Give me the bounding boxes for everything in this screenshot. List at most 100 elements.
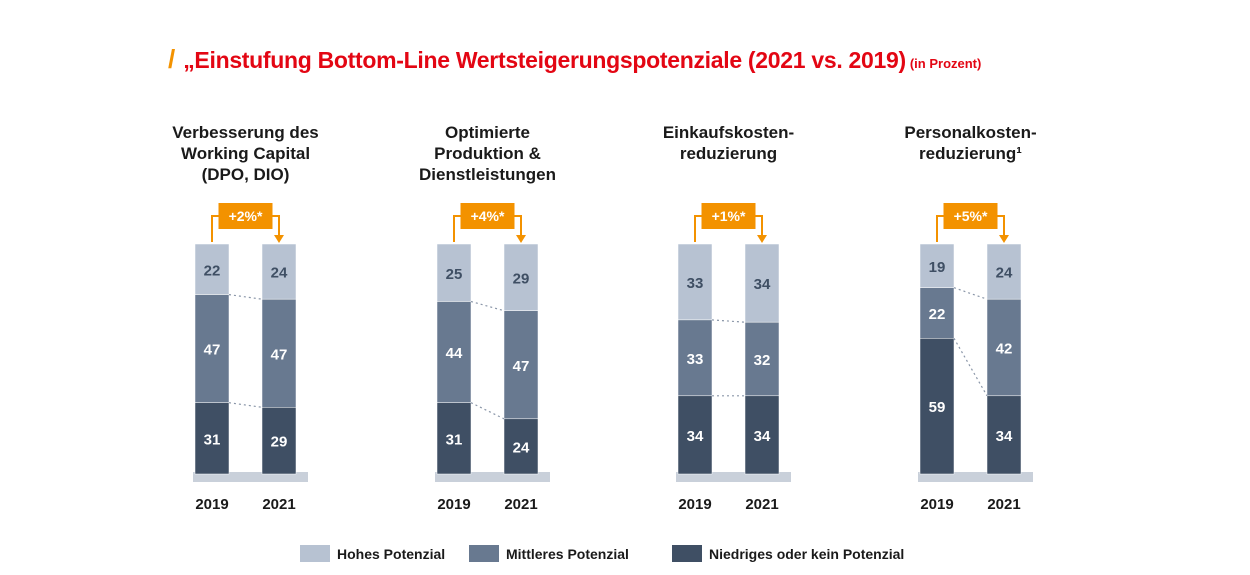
segment-low	[986, 395, 1022, 475]
data-label: 31	[446, 431, 463, 448]
data-label: 47	[271, 346, 288, 363]
segment-low	[503, 418, 539, 475]
change-label: +1%*	[712, 208, 746, 224]
category-label: 2019	[195, 496, 228, 513]
legend-swatch	[469, 545, 499, 562]
segment-medium	[503, 310, 539, 420]
segment-medium	[919, 287, 955, 339]
change-bracket-right	[272, 215, 280, 236]
data-label: 34	[687, 428, 704, 445]
segment-high	[261, 243, 297, 300]
data-label: 47	[513, 358, 530, 375]
legend-swatch	[672, 545, 702, 562]
connector-line	[470, 402, 505, 420]
bar-base	[676, 472, 791, 482]
data-label: 24	[996, 265, 1013, 282]
bar-base	[918, 472, 1033, 482]
segment-low	[436, 402, 472, 475]
segment-low	[261, 407, 297, 475]
data-label: 34	[754, 428, 771, 445]
chart-title: / „Einstufung Bottom-Line Wertsteigerungs…	[168, 44, 981, 75]
data-label: 33	[687, 275, 704, 292]
segment-high	[744, 243, 780, 323]
change-label: +2%*	[229, 208, 263, 224]
data-label: 34	[754, 276, 771, 293]
panel-title-line: Produktion &	[434, 144, 541, 163]
connector-line	[711, 319, 746, 323]
panel-title-line: Einkaufskosten-	[663, 123, 794, 142]
change-arrowhead	[274, 235, 284, 243]
connector-line	[470, 300, 505, 312]
change-bracket-left	[453, 215, 461, 242]
change-badge	[218, 203, 273, 229]
connector-line	[228, 402, 263, 408]
change-bracket-right	[755, 215, 763, 236]
segment-high	[919, 243, 955, 288]
change-badge	[460, 203, 515, 229]
change-badge	[943, 203, 998, 229]
connector-line	[953, 338, 988, 397]
change-arrowhead	[516, 235, 526, 243]
panel-title-line: Personalkosten-	[904, 123, 1036, 142]
bar-base	[435, 472, 550, 482]
panel-title-line: reduzierung	[680, 144, 777, 163]
data-label: 25	[446, 266, 463, 283]
segment-medium	[744, 321, 780, 397]
data-label: 29	[513, 270, 530, 287]
category-label: 2021	[745, 496, 778, 513]
panel-title-line: Optimierte	[445, 123, 530, 142]
title-main: „Einstufung Bottom-Line Wertsteigerungsp…	[183, 47, 906, 73]
segment-medium	[986, 298, 1022, 397]
data-label: 29	[271, 434, 288, 451]
category-label: 2021	[262, 496, 295, 513]
category-label: 2019	[920, 496, 953, 513]
data-label: 22	[204, 262, 221, 279]
bar-base	[193, 472, 308, 482]
data-label: 31	[204, 431, 221, 448]
data-label: 32	[754, 352, 771, 369]
data-label: 42	[996, 341, 1013, 358]
segment-low	[919, 338, 955, 475]
legend-label: Hohes Potenzial	[337, 546, 445, 562]
data-label: 24	[513, 439, 530, 456]
change-label: +4%*	[471, 208, 505, 224]
panel-title-line: reduzierung¹	[919, 144, 1022, 163]
change-label: +5%*	[954, 208, 988, 224]
change-bracket-right	[514, 215, 522, 236]
change-bracket-left	[211, 215, 219, 242]
data-label: 44	[446, 345, 463, 362]
data-label: 33	[687, 351, 704, 368]
segment-high	[986, 243, 1022, 300]
legend-label: Niedriges oder kein Potenzial	[709, 546, 904, 562]
change-bracket-left	[694, 215, 702, 242]
category-label: 2019	[437, 496, 470, 513]
segment-low	[677, 395, 713, 475]
data-label: 24	[271, 265, 288, 282]
data-label: 34	[996, 428, 1013, 445]
panel-title-line: Verbesserung des	[172, 123, 318, 142]
segment-medium	[677, 319, 713, 397]
panel-title-line: (DPO, DIO)	[202, 165, 290, 184]
segment-low	[744, 395, 780, 475]
title-slash: /	[168, 44, 176, 74]
segment-low	[194, 402, 230, 475]
title-unit: (in Prozent)	[909, 56, 982, 71]
data-label: 22	[929, 306, 946, 323]
segment-medium	[436, 301, 472, 403]
legend-label: Mittleres Potenzial	[506, 546, 629, 562]
data-label: 59	[929, 399, 946, 416]
connector-line	[228, 294, 263, 300]
change-bracket-right	[997, 215, 1005, 236]
change-bracket-left	[936, 215, 944, 242]
panel-title-line: Dienstleistungen	[419, 165, 556, 184]
connector-line	[953, 287, 988, 300]
segment-high	[194, 243, 230, 295]
category-label: 2019	[678, 496, 711, 513]
legend-swatch	[300, 545, 330, 562]
panel-title-line: Working Capital	[181, 144, 310, 163]
category-label: 2021	[987, 496, 1020, 513]
change-arrowhead	[757, 235, 767, 243]
segment-medium	[261, 298, 297, 408]
